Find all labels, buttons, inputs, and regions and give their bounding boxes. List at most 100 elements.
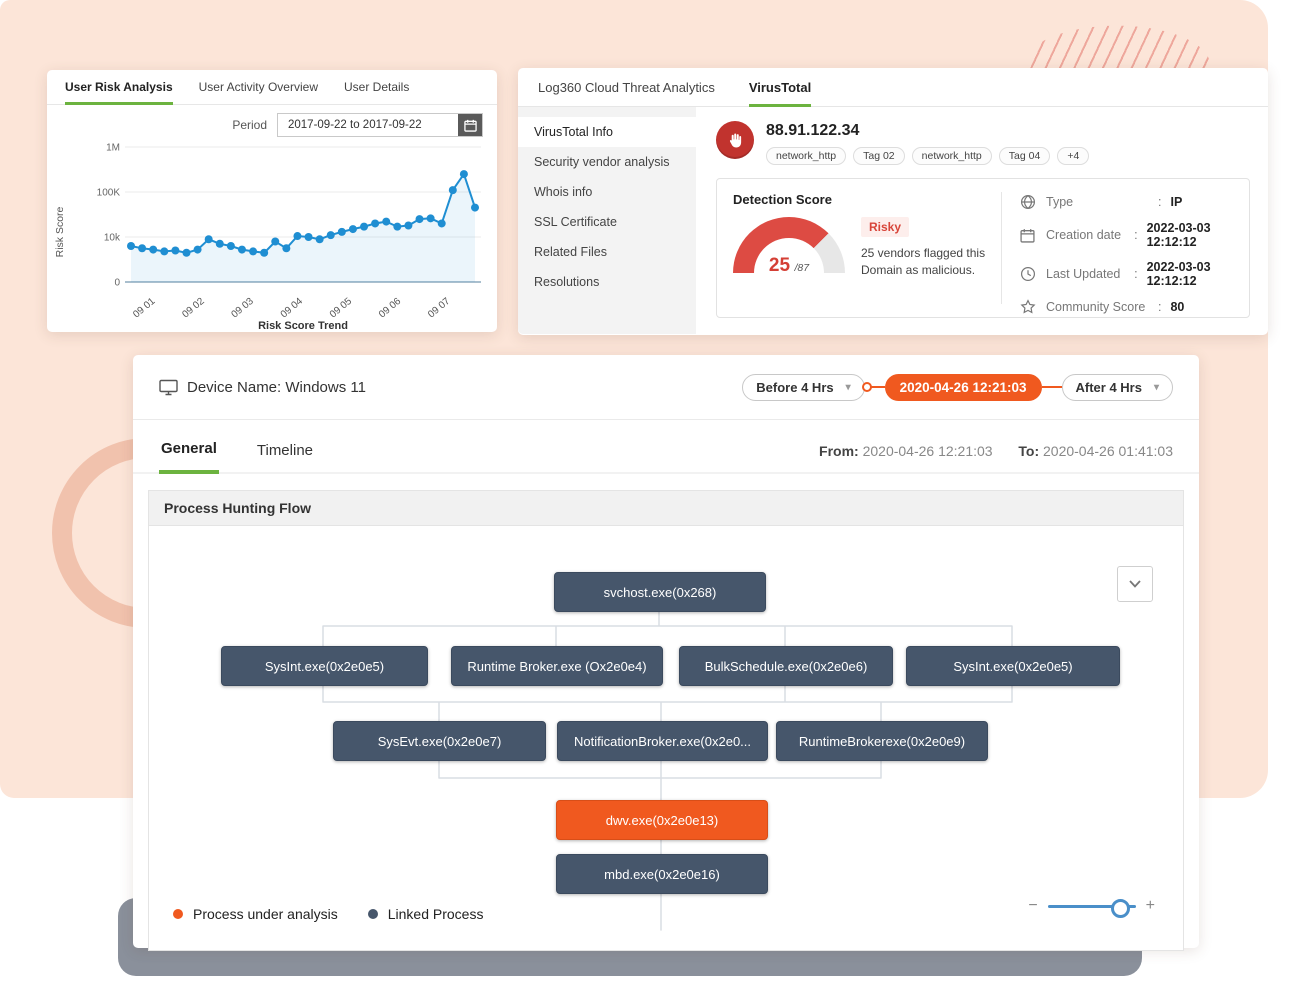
timeline-connector [861,382,885,392]
flow-zoom-control: − + [1028,897,1155,918]
calendar-icon [1020,228,1037,243]
svg-text:100K: 100K [97,188,121,199]
sidebar-item-ssl-certificate[interactable]: SSL Certificate [534,215,617,229]
period-date-range-input[interactable]: 2017-09-22 to 2017-09-22 [277,113,483,137]
tag-pill-more[interactable]: +4 [1057,147,1090,165]
process-node-bulk[interactable]: BulkSchedule.exe(0x2e0e6) [679,646,893,686]
tab-user-activity-overview[interactable]: User Activity Overview [198,80,318,94]
process-hunting-flow-canvas[interactable]: svchost.exe(0x268) SysInt.exe(0x2e0e5) Run… [148,525,1184,951]
detail-label: Last Updated [1046,267,1121,281]
sidebar-item-virustotal-info[interactable]: VirusTotal Info [518,117,696,147]
to-value: 2020-04-26 01:41:03 [1043,443,1173,459]
process-hunting-flow-title: Process Hunting Flow [148,490,1184,525]
svg-text:09 02: 09 02 [180,296,207,321]
before-hours-dropdown[interactable]: Before 4 Hrs ▾ [742,373,865,401]
risk-score-trend-chart: 1M 100K 10k 0 09 01 09 02 09 03 09 04 09 05 09 06… [54,143,481,332]
process-node-notif[interactable]: NotificationBroker.exe(0x2e0... [557,721,768,761]
svg-text:Risk Score Trend: Risk Score Trend [258,320,348,332]
svg-text:09 04: 09 04 [279,296,306,321]
detail-colon: : [1134,267,1138,281]
detail-label: Community Score [1046,300,1146,314]
detection-score-card: Detection Score 25 /87 Risky 25 vendors … [716,178,1250,318]
orange-dot-icon [173,909,183,919]
svg-text:09 03: 09 03 [230,296,257,321]
sidebar-item-related-files[interactable]: Related Files [534,245,607,259]
process-node-sysevt[interactable]: SysEvt.exe(0x2e0e7) [333,721,546,761]
detail-value: 2022-03-03 12:12:12 [1146,221,1211,249]
process-node-sysint1[interactable]: SysInt.exe(0x2e0e5) [221,646,428,686]
process-node-mbd[interactable]: mbd.exe(0x2e0e16) [556,854,768,894]
zoom-out-button[interactable]: − [1028,897,1038,914]
tag-pill[interactable]: network_http [766,147,847,165]
malicious-hand-icon [716,121,754,159]
svg-text:09 06: 09 06 [377,296,404,321]
period-value: 2017-09-22 to 2017-09-22 [288,119,422,131]
virustotal-panel: Log360 Cloud Threat Analytics VirusTotal… [518,68,1268,335]
tab-user-details[interactable]: User Details [343,80,410,94]
user-risk-analysis-panel: User Risk Analysis User Activity Overvie… [47,70,497,332]
tab-general[interactable]: General [159,440,219,474]
legend-label: Linked Process [387,906,484,922]
chevron-down-icon: ▾ [1153,381,1159,393]
sidebar-item-whois-info[interactable]: Whois info [534,185,593,199]
zoom-slider[interactable] [1047,898,1136,918]
svg-text:10k: 10k [104,233,121,244]
legend-label: Process under analysis [193,906,338,922]
before-hours-label: Before 4 Hrs [756,379,834,395]
tag-pill[interactable]: Tag 04 [998,147,1051,165]
star-icon [1020,299,1037,315]
globe-icon [1020,194,1037,210]
detail-row-creation-date: Creation date : 2022-03-03 12:12:12 [1020,221,1239,249]
detail-value: IP [1170,195,1183,209]
sidebar-item-resolutions[interactable]: Resolutions [534,275,600,289]
slate-dot-icon [367,909,378,919]
risk-panel-tabs: User Risk Analysis User Activity Overvie… [47,70,497,105]
svg-text:09 07: 09 07 [426,296,453,321]
detail-row-type: Type : IP [1020,194,1239,210]
after-hours-label: After 4 Hrs [1075,379,1142,395]
svg-text:09 05: 09 05 [328,296,355,321]
tag-list: network_http Tag 02 network_http Tag 04 … [766,147,1090,165]
to-label: To: [1018,443,1040,459]
detail-value: 80 [1170,300,1185,314]
tab-user-risk-analysis[interactable]: User Risk Analysis [65,80,173,105]
ip-address: 88.91.122.34 [766,122,860,139]
tab-log360-cloud-threat-analytics[interactable]: Log360 Cloud Threat Analytics [538,80,715,95]
monitor-icon [159,379,178,395]
tab-virustotal[interactable]: VirusTotal [748,80,812,107]
zoom-in-button[interactable]: + [1145,897,1155,914]
selected-timestamp[interactable]: 2020-04-26 12:21:03 [884,373,1042,401]
calendar-picker-button[interactable] [458,114,482,136]
detection-score-gauge: 25 /87 [733,217,845,276]
detection-description-line1: 25 vendors flagged this [861,246,986,260]
legend-linked-process: Linked Process [367,906,484,922]
detection-score-value: 25 [768,255,791,276]
detection-score-title: Detection Score [733,192,832,207]
vt-panel-tabs: Log360 Cloud Threat Analytics VirusTotal [518,68,1268,107]
risky-status-badge: Risky [861,217,910,237]
detail-colon: : [1134,228,1138,242]
sidebar-item-security-vendor-analysis[interactable]: Security vendor analysis [534,155,670,169]
tab-timeline[interactable]: Timeline [256,442,314,459]
tag-pill[interactable]: network_http [911,147,992,165]
process-node-svchost[interactable]: svchost.exe(0x268) [554,572,766,612]
process-node-sysint2[interactable]: SysInt.exe(0x2e0e5) [906,646,1120,686]
process-node-runtime9[interactable]: RuntimeBrokerexe(0x2e0e9) [776,721,988,761]
detail-label: Type [1046,195,1074,209]
period-label: Period [232,118,267,132]
legend-process-under-analysis: Process under analysis [173,906,338,922]
detection-score-total: /87 [794,262,810,274]
after-hours-dropdown[interactable]: After 4 Hrs ▾ [1061,373,1173,401]
detail-row-community-score: Community Score : 80 [1020,299,1239,315]
detail-value: 2022-03-03 12:12:12 [1146,260,1211,288]
process-node-runtime[interactable]: Runtime Broker.exe (Ox2e0e4) [451,646,663,686]
detail-colon: : [1158,195,1162,209]
flow-legend: Process under analysis Linked Process [173,906,483,922]
collapse-expand-button[interactable] [1117,566,1153,602]
from-value: 2020-04-26 12:21:03 [862,443,993,459]
flow-connectors [322,609,1013,931]
zoom-slider-handle[interactable] [1110,898,1130,918]
process-node-dwv[interactable]: dwv.exe(0x2e0e13) [556,800,768,840]
vt-sidebar: VirusTotal Info Security vendor analysis… [518,107,696,334]
tag-pill[interactable]: Tag 02 [853,147,905,165]
